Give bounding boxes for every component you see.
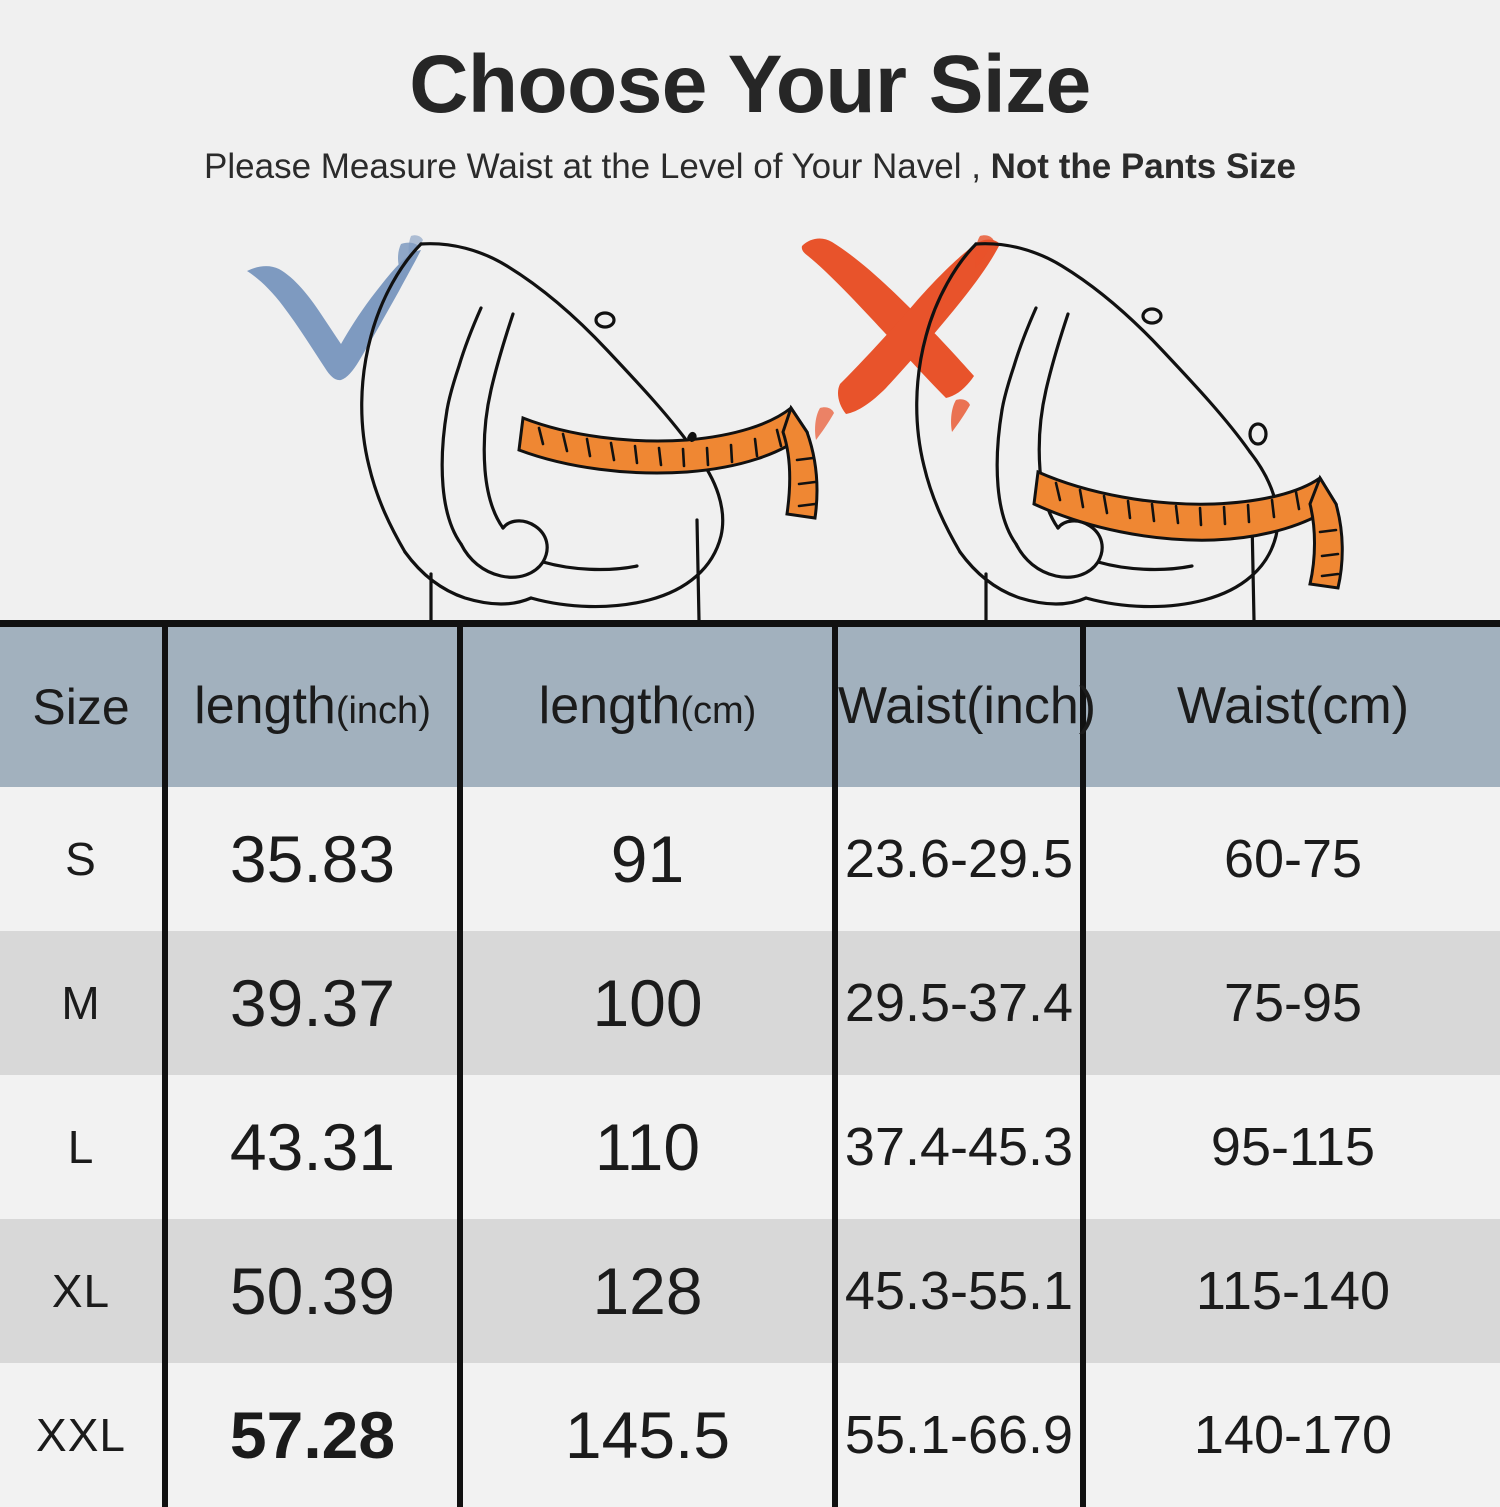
size-chart-table: Size length(inch) length(cm) Waist(inch)… [0, 620, 1500, 1507]
cell-length-cm: 128 [460, 1219, 838, 1363]
table-header-row: Size length(inch) length(cm) Waist(inch)… [0, 623, 1500, 787]
measuring-tape-icon [1032, 469, 1344, 590]
cell-waist-cm: 75-95 [1083, 931, 1500, 1075]
column-header-waist-cm: Waist(cm) [1083, 623, 1500, 787]
table-body: S 35.83 91 23.6-29.5 60-75 M 39.37 100 2… [0, 787, 1500, 1507]
measuring-tape-icon [517, 404, 819, 520]
column-header-size-label: Size [32, 678, 130, 735]
cell-length-cm: 110 [460, 1075, 838, 1219]
cell-length-inch: 50.39 [165, 1219, 463, 1363]
cell-length-inch: 39.37 [165, 931, 463, 1075]
illustration-incorrect [780, 222, 1400, 620]
cell-length-inch: 57.28 [165, 1363, 463, 1507]
column-header-length-cm-unit: (cm) [680, 690, 757, 733]
table-row: L 43.31 110 37.4-45.3 95-115 [0, 1075, 1500, 1219]
cell-size: XL [0, 1219, 168, 1363]
cell-waist-cm: 115-140 [1083, 1219, 1500, 1363]
table-header: Size length(inch) length(cm) Waist(inch)… [0, 623, 1500, 787]
torso-outline [360, 242, 725, 620]
cell-length-cm: 100 [460, 931, 838, 1075]
illustration-band [0, 222, 1500, 620]
table-row: XL 50.39 128 45.3-55.1 115-140 [0, 1219, 1500, 1363]
cell-length-inch: 43.31 [165, 1075, 463, 1219]
cell-size: M [0, 931, 168, 1075]
torso-outline [915, 242, 1280, 620]
cell-waist-cm: 95-115 [1083, 1075, 1500, 1219]
column-header-size: Size [0, 623, 168, 787]
navel-marker [1141, 307, 1163, 325]
column-header-length-inch-label: length [194, 677, 336, 736]
column-header-waist-cm-unit: (cm) [1305, 677, 1410, 736]
cell-waist-cm: 140-170 [1083, 1363, 1500, 1507]
illustration-correct [225, 222, 845, 620]
cell-waist-inch: 55.1-66.9 [835, 1363, 1086, 1507]
cell-size: S [0, 787, 168, 931]
table-row: M 39.37 100 29.5-37.4 75-95 [0, 931, 1500, 1075]
cross-mark-icon [801, 235, 1000, 440]
check-mark-icon [247, 235, 423, 381]
column-header-length-inch: length(inch) [165, 623, 463, 787]
subtitle-normal-text: Please Measure Waist at the Level of You… [204, 147, 991, 187]
table-row: XXL 57.28 145.5 55.1-66.9 140-170 [0, 1363, 1500, 1507]
column-header-waist-inch-label: Waist [838, 677, 967, 736]
column-header-length-cm-label: length [538, 677, 681, 736]
cell-waist-inch: 45.3-55.1 [835, 1219, 1086, 1363]
cell-waist-cm: 60-75 [1083, 787, 1500, 931]
cell-length-cm: 145.5 [460, 1363, 838, 1507]
column-header-length-inch-unit: (inch) [335, 690, 431, 733]
cell-length-inch: 35.83 [165, 787, 463, 931]
header-block: Choose Your Size Please Measure Waist at… [0, 0, 1500, 222]
table-row: S 35.83 91 23.6-29.5 60-75 [0, 787, 1500, 931]
subtitle-bold-text: Not the Pants Size [990, 147, 1296, 187]
cell-waist-inch: 29.5-37.4 [835, 931, 1086, 1075]
column-header-length-cm: length(cm) [460, 623, 838, 787]
page-subtitle: Please Measure Waist at the Level of You… [0, 128, 1500, 188]
cell-waist-inch: 23.6-29.5 [835, 787, 1086, 931]
navel-marker-low [1248, 422, 1268, 446]
column-header-waist-inch-unit: (inch) [966, 677, 1097, 736]
navel-marker [594, 311, 616, 329]
cell-size: L [0, 1075, 168, 1219]
column-header-waist-inch: Waist(inch) [835, 623, 1096, 787]
cell-size: XXL [0, 1363, 168, 1507]
page-title: Choose Your Size [409, 39, 1091, 130]
cell-waist-inch: 37.4-45.3 [835, 1075, 1086, 1219]
cell-length-cm: 91 [460, 787, 838, 931]
column-header-waist-cm-label: Waist [1176, 677, 1306, 736]
